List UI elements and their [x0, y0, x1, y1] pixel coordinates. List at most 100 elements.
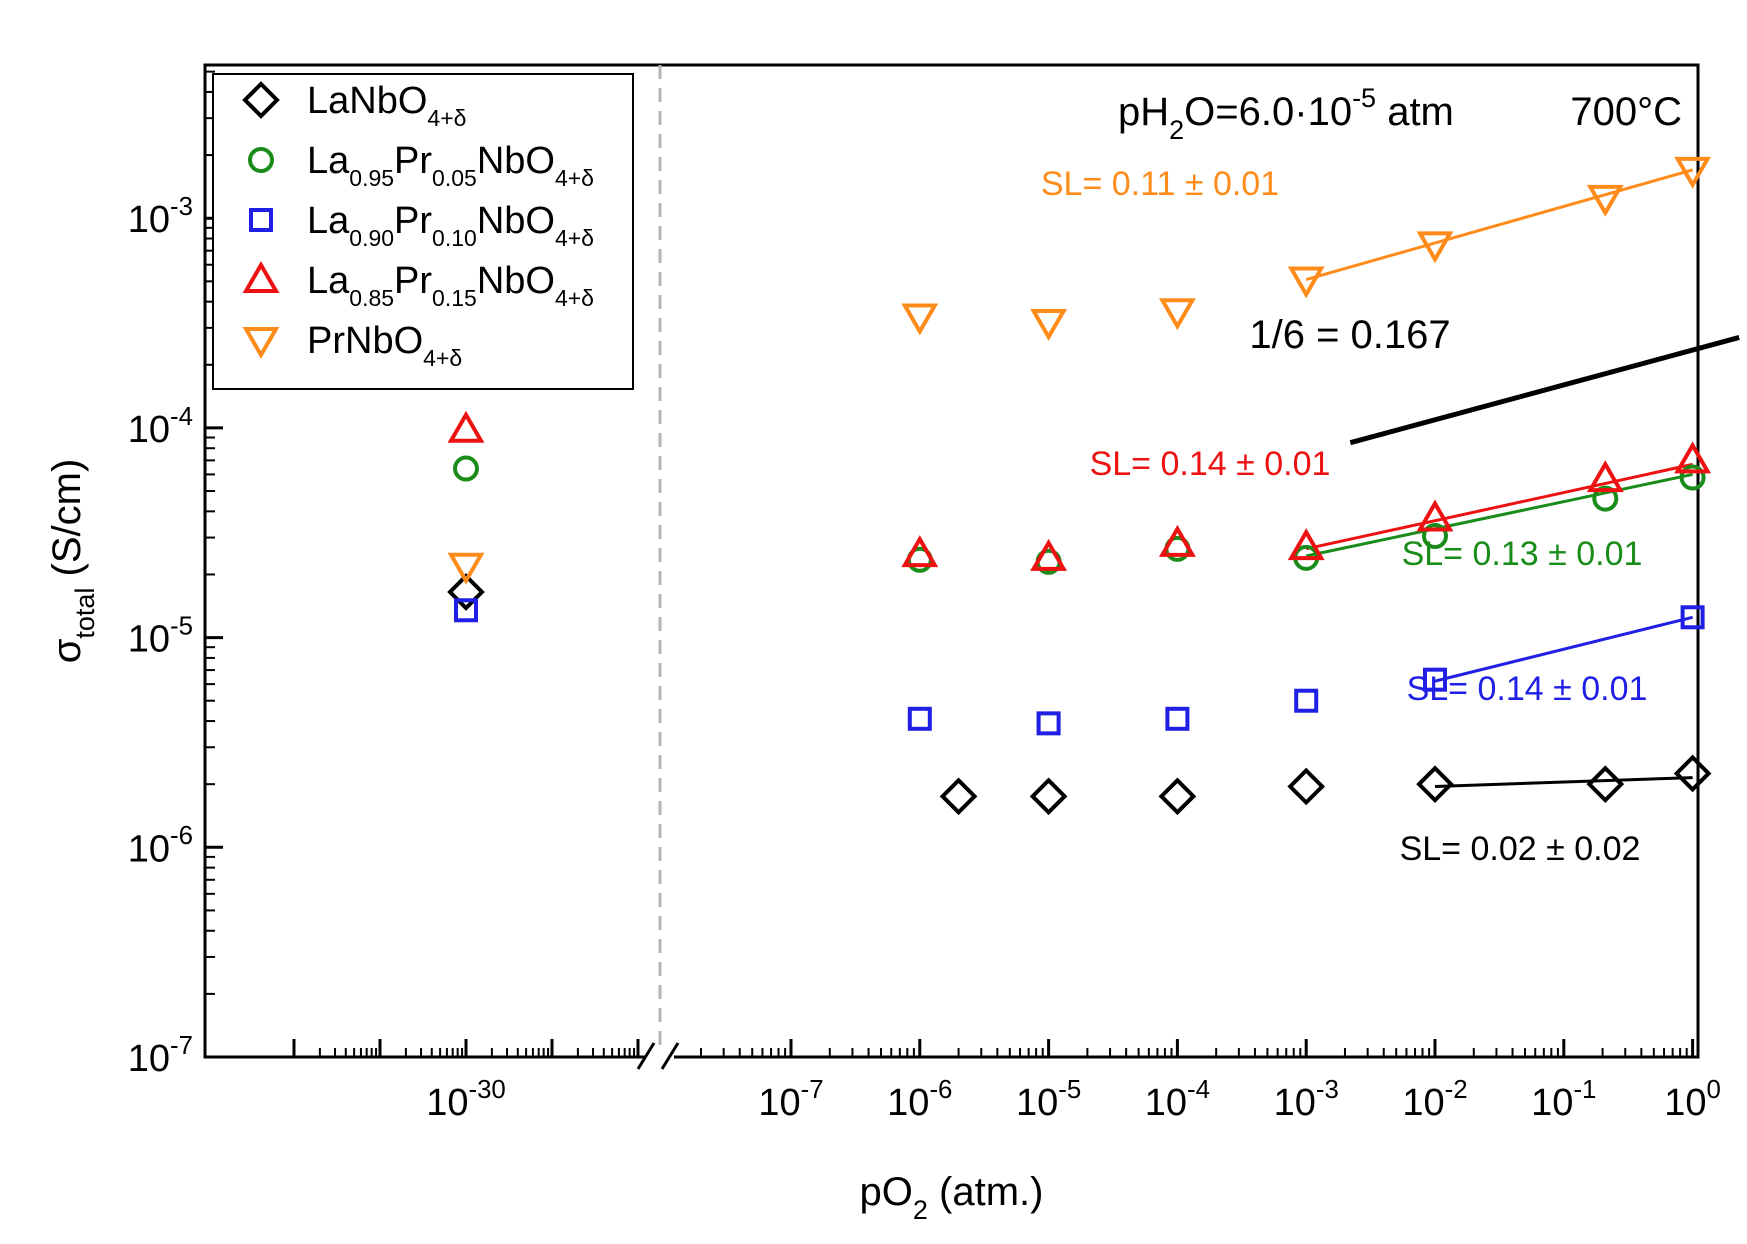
legend-label-part: Pr	[394, 140, 432, 182]
data-point-prnb	[901, 303, 939, 336]
legend-label-part: LaNbO	[307, 80, 427, 122]
legend-label-part: PrNbO	[307, 320, 423, 362]
y-tick-label-exp: -5	[170, 613, 193, 641]
legend-marker-pr15	[242, 260, 280, 293]
y-tick-label-exp: -3	[170, 193, 193, 221]
data-point-prnb	[1674, 156, 1712, 189]
data-point-pr10	[1165, 706, 1190, 731]
x-axis-title-sub: 2	[913, 1195, 928, 1225]
x-tick-label-base: 10	[426, 1082, 468, 1124]
legend-label-part: 4+δ	[555, 165, 594, 191]
legend-label-pr15: La0.85Pr0.15NbO4+δ	[307, 260, 594, 311]
conditions-annotation: pH2O=6.0·10-5 atm	[1118, 83, 1454, 145]
axes: 10-310-410-510-610-710-30 10-7 10-6 10-5 10-…	[45, 70, 1721, 1225]
data-point-pr15	[1586, 460, 1624, 493]
legend-label-part: 4+δ	[555, 285, 594, 311]
y-tick-label: 10-7	[128, 1032, 193, 1080]
x-tick-label-exp: -5	[1058, 1076, 1081, 1104]
fit-line-prnb	[1305, 168, 1694, 281]
y-tick-label-exp: -6	[170, 822, 193, 850]
legend-marker-pr10	[249, 208, 273, 232]
data-point-la	[939, 777, 978, 816]
y-axis-title-sub: total	[70, 588, 100, 639]
data-point-prnb	[1158, 298, 1196, 331]
legend-label-part: 0.15	[432, 285, 477, 311]
data-point-pr15	[901, 535, 939, 568]
y-axis-title-suffix: (S/cm)	[45, 459, 89, 588]
x-axis-title-main: pO	[860, 1170, 913, 1214]
x-tick-label-base: 10	[1531, 1082, 1573, 1124]
data-point-la	[1586, 765, 1625, 804]
x-axis-title: pO2 (atm.)	[860, 1170, 1044, 1225]
data-point-pr10	[1294, 688, 1319, 713]
data-point-pr10	[454, 598, 478, 623]
x-tick-label-exp: -2	[1445, 1076, 1468, 1104]
x-tick-label-base: 10	[1664, 1082, 1706, 1124]
legend-box	[212, 73, 634, 390]
legend-label-pr05: La0.95Pr0.05NbO4+δ	[307, 140, 594, 191]
x-tick-label: 10-3	[1274, 1076, 1339, 1124]
x-tick-label-exp: 0	[1707, 1076, 1721, 1104]
legend-label-part: La	[307, 140, 350, 182]
data-point-prnb	[1287, 266, 1325, 299]
temperature-label: 700°C	[1570, 90, 1682, 134]
data-point-pr15	[1416, 499, 1454, 532]
conditions-p2: O=6.0·10	[1184, 90, 1352, 134]
legend-marker-la	[242, 81, 280, 119]
x-tick-label-exp: -6	[929, 1076, 952, 1104]
y-tick-label-exp: -7	[170, 1032, 193, 1060]
data-point-pr15	[1030, 538, 1068, 571]
data-point-pr15	[1287, 528, 1325, 561]
y-tick-label-base: 10	[128, 1038, 170, 1080]
data-point-pr10	[1036, 711, 1061, 736]
x-tick-label-exp: -3	[1316, 1076, 1339, 1104]
x-tick-label-exp: -1	[1573, 1076, 1596, 1104]
data-point-pr05	[1679, 464, 1706, 491]
axis-break-mark-right	[660, 1042, 680, 1070]
fit-line-pr10	[1434, 615, 1693, 683]
legend-label-part: 4+δ	[555, 225, 594, 251]
legend-label-part: 4+δ	[427, 105, 466, 131]
data-point-la	[1673, 754, 1712, 793]
x-tick-label: 10-1	[1531, 1076, 1596, 1124]
x-tick-label-exp: -30	[468, 1076, 505, 1104]
legend-label-prnb: PrNbO4+δ	[307, 320, 462, 371]
x-tick-label: 10-5	[1016, 1076, 1081, 1124]
legend-label-part: 4+δ	[423, 345, 462, 371]
x-tick-label: 10-7	[758, 1076, 823, 1124]
conditions-p3: atm	[1376, 90, 1454, 134]
data-point-pr15	[1158, 524, 1196, 557]
data-point-pr15	[1674, 441, 1712, 474]
x-tick-label: 10-2	[1402, 1076, 1467, 1124]
annotations: 1/6 = 0.167 SL= 0.02 ± 0.02 SL= 0.13 ± 0.0…	[1041, 83, 1682, 868]
x-tick-label: 10-6	[887, 1076, 952, 1124]
legend-label-part: 0.05	[432, 165, 477, 191]
x-tick-label-base: 10	[1274, 1082, 1316, 1124]
y-tick-label-base: 10	[128, 409, 170, 451]
x-axis-title-suffix: (atm.)	[928, 1170, 1044, 1214]
y-tick-label: 10-4	[128, 403, 193, 451]
legend-label-part: La	[307, 260, 350, 302]
x-tick-label-base: 10	[1145, 1082, 1187, 1124]
legend-marker-prnb	[242, 327, 280, 360]
fit-line-pr05	[1305, 472, 1693, 558]
slope-label-la: SL= 0.02 ± 0.02	[1400, 830, 1641, 868]
fit-lines	[1305, 168, 1740, 788]
slope-label-pr15: SL= 0.14 ± 0.01	[1090, 445, 1331, 483]
data-point-la	[447, 573, 485, 611]
data-point-pr05	[453, 455, 479, 482]
plot-frame	[203, 63, 1700, 1059]
data-point-pr15	[447, 410, 485, 443]
data-point-pr10	[1680, 605, 1705, 630]
x-tick-label-base: 10	[887, 1082, 929, 1124]
data-point-pr05	[1422, 523, 1448, 550]
conditions-s1: 2	[1169, 115, 1184, 145]
data-point-pr10	[907, 706, 932, 731]
axis-break-mark-left	[636, 1042, 656, 1070]
slope-label-pr10: SL= 0.14 ± 0.01	[1407, 670, 1648, 708]
fit-line-la	[1434, 776, 1693, 788]
legend-label-part: La	[307, 200, 350, 242]
data-point-prnb	[1416, 231, 1454, 264]
data-point-pr10	[1423, 667, 1447, 692]
